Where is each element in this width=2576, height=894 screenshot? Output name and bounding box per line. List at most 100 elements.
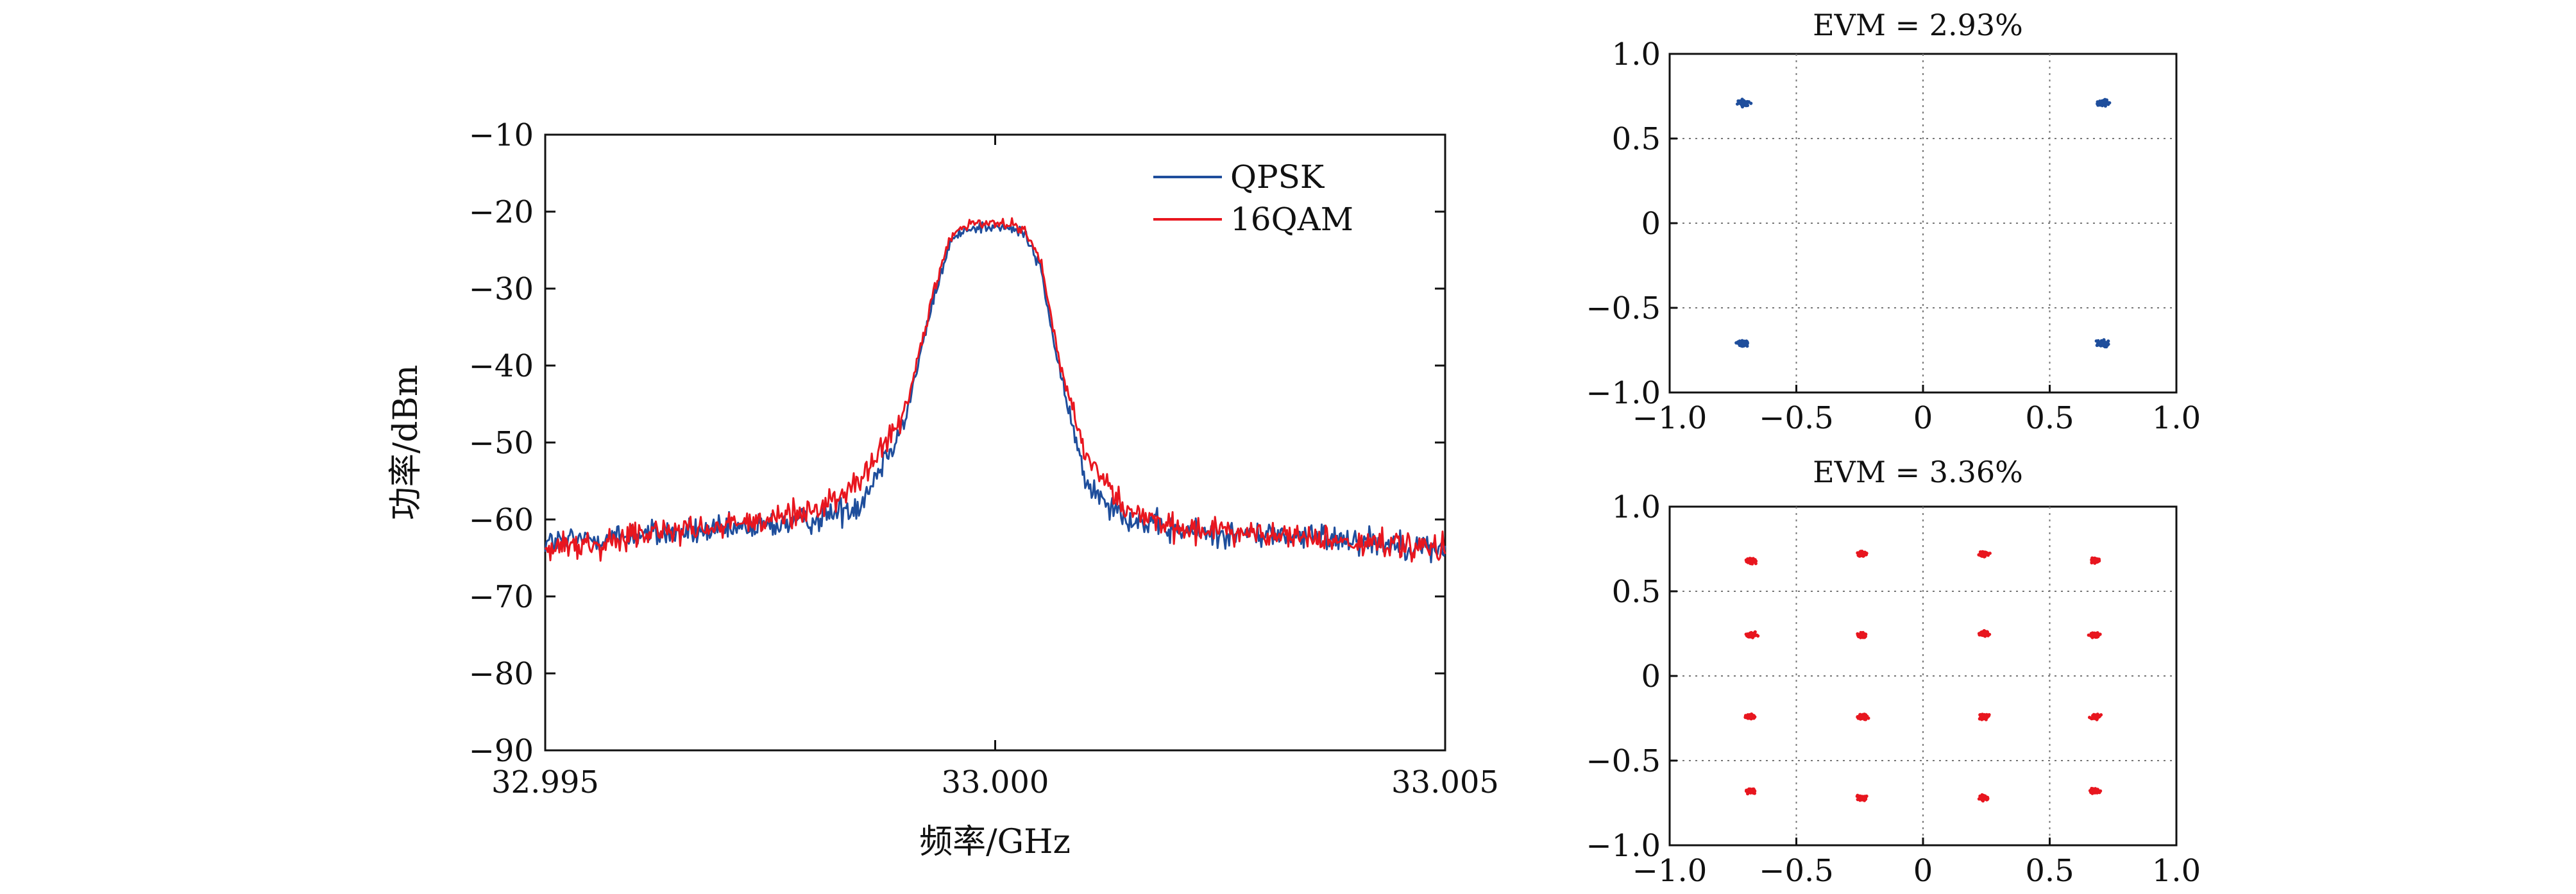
qpsk-constellation-chart: EVM = 2.93% −1.0 −0.5 0 0.5 1.01.00.50−0.5−1… xyxy=(1586,8,2201,436)
spectrum-y-tick-label: −10 xyxy=(469,117,534,153)
constellation-point-cluster xyxy=(1856,630,1868,639)
16qam-constellation-points xyxy=(1743,550,2103,803)
constellation-y-tick-label: 0.5 xyxy=(1612,574,1661,610)
qpsk-constellation-points xyxy=(1734,97,2112,349)
spectrum-x-axis-label: 频率/GHz xyxy=(919,823,1071,861)
constellation-sample-dot xyxy=(2096,102,2099,106)
constellation-sample-dot xyxy=(1734,341,1738,345)
constellation-point-cluster xyxy=(2088,786,2103,795)
constellation-y-tick-label: 0 xyxy=(1641,659,1661,695)
constellation-sample-dot xyxy=(1745,101,1749,105)
constellation-sample-dot xyxy=(2098,632,2102,636)
constellation-sample-dot xyxy=(1740,105,1745,109)
constellation-sample-dot xyxy=(1983,714,1987,718)
spectrum-y-tick-label: −30 xyxy=(469,271,534,307)
constellation-y-tick-label: 1.0 xyxy=(1612,489,1661,525)
constellation-sample-dot xyxy=(1756,634,1760,638)
constellation-x-tick-label: 1.0 xyxy=(2152,400,2201,436)
spectrum-y-tick-label: −40 xyxy=(469,348,534,384)
constellation-sample-dot xyxy=(2103,101,2107,105)
constellation-x-tick-label: −0.5 xyxy=(1759,400,1834,436)
constellation-sample-dot xyxy=(1984,631,1988,635)
constellation-sample-dot xyxy=(1861,633,1865,637)
constellation-sample-dot xyxy=(2108,101,2112,105)
constellation-y-tick-label: −1.0 xyxy=(1586,375,1661,411)
constellation-sample-dot xyxy=(1743,716,1747,720)
constellation-point-cluster xyxy=(1734,339,1749,348)
spectrum-y-tick-label: −60 xyxy=(469,502,534,538)
constellation-x-tick-label: −1.0 xyxy=(1632,400,1707,436)
constellation-sample-dot xyxy=(1983,552,1987,556)
constellation-sample-dot xyxy=(2094,557,2097,562)
constellation-point-cluster xyxy=(1977,628,1992,638)
spectrum-series-line xyxy=(544,221,1446,564)
constellation-sample-dot xyxy=(1738,341,1742,344)
constellation-x-tick-label: 0.5 xyxy=(2025,853,2074,889)
constellation-point-cluster xyxy=(2090,556,2101,565)
constellation-point-cluster xyxy=(1743,712,1757,721)
constellation-x-tick-label: 0 xyxy=(1913,853,1933,889)
constellation-sample-dot xyxy=(1857,716,1861,720)
constellation-y-tick-label: −0.5 xyxy=(1586,743,1661,779)
constellation-point-cluster xyxy=(1977,550,1992,559)
constellation-y-tick-label: −1.0 xyxy=(1586,828,1661,864)
spectrum-legend: QPSK 16QAM xyxy=(1153,158,1353,238)
constellation-sample-dot xyxy=(1753,789,1757,793)
16qam-constellation-ticks: −1.0 −0.5 0 0.5 1.0 1.0 0.5 0 −0.5 −1.0 xyxy=(1586,489,2201,889)
constellation-sample-dot xyxy=(1981,799,1985,803)
constellation-x-tick-label: 0.5 xyxy=(2025,400,2074,436)
constellation-sample-dot xyxy=(1981,632,1985,636)
constellation-sample-dot xyxy=(1748,631,1752,635)
constellation-sample-dot xyxy=(2094,633,2097,637)
constellation-point-cluster xyxy=(2088,713,2103,721)
constellation-point-cluster xyxy=(1977,793,1990,803)
constellation-x-tick-label: −0.5 xyxy=(1759,853,1834,889)
constellation-sample-dot xyxy=(1751,635,1755,639)
constellation-sample-dot xyxy=(1981,717,1985,721)
constellation-sample-dot xyxy=(1856,798,1860,802)
constellation-sample-dot xyxy=(1745,342,1749,346)
constellation-sample-dot xyxy=(1987,713,1991,717)
spectrum-x-tick-label: 32.995 xyxy=(491,764,599,800)
constellation-sample-dot xyxy=(1858,550,1862,554)
legend-label: 16QAM xyxy=(1230,201,1353,238)
constellation-sample-dot xyxy=(1860,713,1864,717)
spectrum-y-tick-label: −50 xyxy=(469,425,534,461)
constellation-sample-dot xyxy=(2096,788,2099,792)
16qam-constellation-chart: EVM = 3.36% −1.0 −0.5 0 0.5 1.01.00.50−0.5−1… xyxy=(1586,455,2201,889)
constellation-sample-dot xyxy=(1864,716,1868,720)
constellation-point-cluster xyxy=(1744,630,1760,639)
constellation-y-tick-label: −0.5 xyxy=(1586,291,1661,326)
constellation-point-cluster xyxy=(1978,713,1991,721)
constellation-sample-dot xyxy=(2095,715,2099,720)
constellation-sample-dot xyxy=(1748,789,1752,793)
constellation-sample-dot xyxy=(2090,790,2094,794)
constellation-sample-dot xyxy=(1980,794,1985,798)
constellation-sample-dot xyxy=(2099,789,2103,793)
constellation-x-tick-label: 0 xyxy=(1913,400,1933,436)
constellation-point-cluster xyxy=(2087,631,2102,639)
qpsk-evm-title: EVM = 2.93% xyxy=(1813,8,2023,42)
constellation-point-cluster xyxy=(1856,713,1870,721)
constellation-sample-dot xyxy=(1744,558,1748,562)
constellation-sample-dot xyxy=(2093,789,2097,793)
constellation-sample-dot xyxy=(2097,714,2102,718)
constellation-sample-dot xyxy=(1979,714,1983,718)
constellation-sample-dot xyxy=(1978,632,1982,636)
spectrum-x-tick-label: 33.000 xyxy=(942,764,1049,800)
constellation-point-cluster xyxy=(2094,338,2110,349)
constellation-x-tick-label: −1.0 xyxy=(1632,853,1707,889)
spectrum-series-group xyxy=(544,217,1446,564)
constellation-point-cluster xyxy=(1745,787,1757,796)
constellation-point-cluster xyxy=(1855,793,1868,802)
constellation-sample-dot xyxy=(1752,631,1756,636)
constellation-y-tick-label: 0.5 xyxy=(1612,121,1661,157)
constellation-sample-dot xyxy=(1738,100,1741,104)
constellation-sample-dot xyxy=(1751,715,1755,719)
spectrum-series-line xyxy=(544,217,1446,563)
spectrum-y-axis-label: 功率/dBm xyxy=(387,365,425,520)
constellation-sample-dot xyxy=(1856,632,1860,636)
constellation-sample-dot xyxy=(2091,557,2095,561)
